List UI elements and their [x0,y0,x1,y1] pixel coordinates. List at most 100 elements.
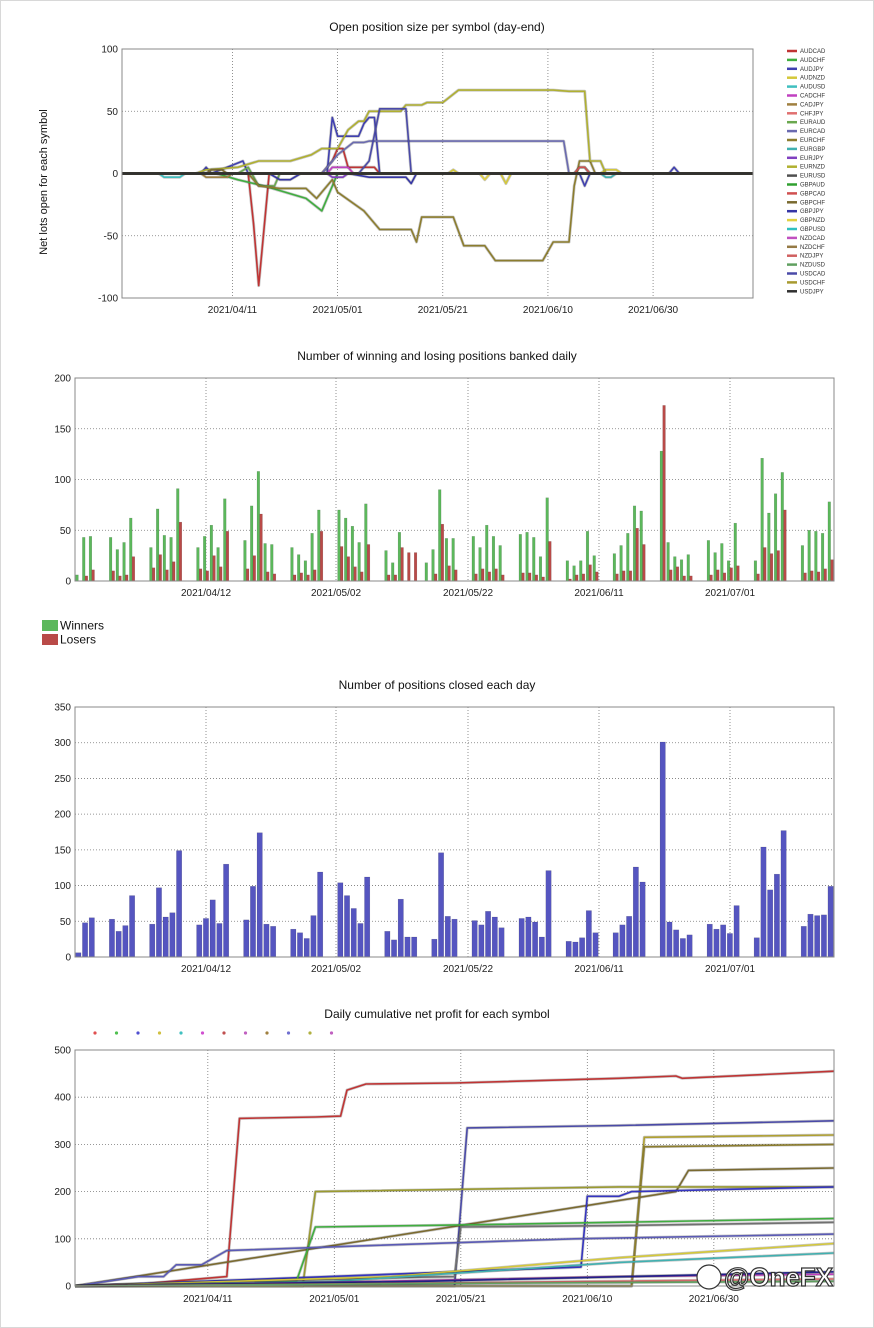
bar [774,873,780,958]
bar [115,549,119,582]
bar [165,569,169,582]
bar [109,537,113,582]
bar [84,575,88,582]
bar [579,937,585,958]
bar [259,513,263,582]
bar [538,936,545,958]
legend-label: USDCAD [800,272,826,278]
y-tick-label: 300 [54,1140,71,1151]
series-line [122,169,753,185]
bar [478,924,485,958]
y-tick-label: 0 [112,169,118,180]
bar [434,573,438,582]
bar [176,488,180,582]
plot-frame [74,1049,835,1287]
bar [628,570,633,582]
legend-label: GBPCAD [800,191,826,197]
bar [763,547,767,582]
bar [290,928,297,958]
chart-title: Daily cumulative net profit for each sym… [324,1007,549,1021]
bar [491,536,495,582]
plot-frame [74,377,835,582]
bar [366,544,371,582]
win-loss-chart: Number of winning and losing positions b… [42,349,835,647]
bar [387,574,391,582]
bar [350,908,357,958]
bar [810,570,814,582]
bar [626,533,630,582]
bar [679,938,686,958]
legend-dot [179,1031,183,1035]
bar [447,565,451,582]
bar [783,509,787,582]
x-tick-label: 2021/07/01 [705,964,755,975]
bar [297,932,303,958]
bar [384,550,388,582]
bar [196,547,200,582]
bar [162,916,169,958]
bar [518,918,525,958]
legend-label: GBPCHF [800,200,825,206]
x-tick-label: 2021/05/21 [418,305,468,316]
bar [149,547,153,582]
bar [424,562,428,582]
legend-label: CADCHF [800,94,825,100]
bar [823,568,827,582]
bar [209,524,213,582]
bar [682,575,686,582]
bar [485,524,489,582]
bar [156,887,162,958]
bar [393,574,397,582]
bar [803,572,807,582]
y-tick-label: 200 [54,1187,71,1198]
x-tick-label: 2021/06/11 [574,964,624,975]
bar [256,832,263,958]
bar [152,567,156,582]
bar [669,569,673,582]
bar [821,533,825,582]
legend-label: EURGBP [800,147,825,153]
y-tick-label: 100 [54,475,71,486]
bar [776,550,780,582]
bar [585,531,590,582]
bar [310,533,314,582]
bar [266,571,270,582]
bar [767,512,771,582]
bar [199,568,203,582]
series-line-shadow [74,1069,835,1288]
legend-label: Losers [60,633,96,647]
bar [149,923,156,958]
bar [733,905,740,958]
bar [494,568,498,582]
bar [391,562,395,582]
bar [391,939,397,958]
bar [223,498,227,582]
bar [131,556,135,582]
x-tick-label: 2021/04/11 [208,305,258,316]
legend-label: NZDCHF [800,245,825,251]
bar [176,850,182,958]
series-line [122,172,753,212]
legend-label: NZDCAD [800,236,826,242]
x-tick-label: 2021/05/02 [311,964,361,975]
y-tick-label: -50 [104,231,119,242]
bar [471,536,475,582]
bar [209,899,216,958]
bar [491,916,498,958]
y-tick-label: 0 [65,1282,71,1293]
bar [252,555,256,582]
bar [498,545,502,582]
bar [75,952,82,958]
bar [357,923,364,958]
bar [753,560,757,582]
bar [626,916,633,958]
y-tick-label: 250 [54,774,71,785]
positions-closed-chart: Number of positions closed each day 350 3… [54,678,835,975]
legend-label: EURAUD [800,120,826,126]
legend-dot [157,1031,162,1035]
bar [632,505,637,582]
bar [722,572,727,582]
bar [400,547,404,582]
bar [548,541,552,582]
bar [243,919,250,958]
